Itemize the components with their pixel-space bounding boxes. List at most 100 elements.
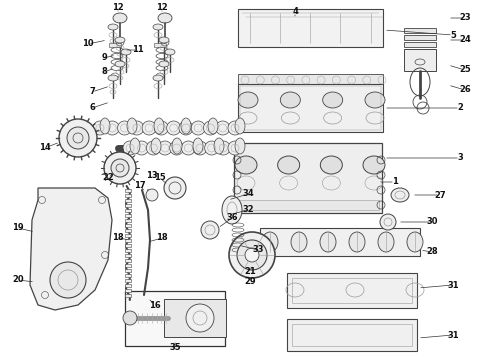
Ellipse shape: [135, 141, 148, 155]
Text: 5: 5: [450, 31, 456, 40]
Ellipse shape: [172, 138, 182, 154]
Text: 11: 11: [132, 45, 144, 54]
Text: 1: 1: [392, 177, 398, 186]
Ellipse shape: [280, 92, 300, 108]
Ellipse shape: [142, 121, 156, 135]
Ellipse shape: [214, 138, 224, 154]
Text: 23: 23: [459, 13, 471, 22]
Bar: [238, 74, 383, 86]
Ellipse shape: [164, 177, 186, 199]
Text: 12: 12: [112, 4, 124, 13]
Text: 8: 8: [101, 68, 107, 77]
Ellipse shape: [123, 141, 137, 155]
Text: 36: 36: [226, 213, 238, 222]
Ellipse shape: [93, 121, 107, 135]
Ellipse shape: [349, 232, 365, 252]
Bar: [125, 203, 131, 207]
Text: 7: 7: [89, 87, 95, 96]
Ellipse shape: [123, 311, 137, 325]
Ellipse shape: [127, 118, 137, 134]
Bar: [238, 9, 383, 47]
Bar: [404, 41, 436, 46]
Ellipse shape: [118, 121, 131, 135]
Ellipse shape: [216, 141, 230, 155]
Ellipse shape: [216, 121, 230, 135]
Text: 15: 15: [154, 174, 166, 183]
Text: 30: 30: [426, 217, 438, 226]
Text: 29: 29: [244, 278, 256, 287]
Ellipse shape: [222, 196, 242, 224]
Ellipse shape: [104, 152, 136, 184]
Text: 28: 28: [426, 248, 438, 256]
Ellipse shape: [154, 121, 169, 135]
Ellipse shape: [151, 138, 161, 154]
Ellipse shape: [59, 119, 97, 157]
Ellipse shape: [365, 92, 385, 108]
Ellipse shape: [115, 61, 125, 67]
Bar: [237, 200, 379, 210]
Ellipse shape: [291, 232, 307, 252]
Text: 9: 9: [101, 54, 107, 63]
Bar: [125, 194, 131, 197]
Ellipse shape: [181, 118, 191, 134]
Text: 16: 16: [149, 301, 161, 310]
Ellipse shape: [320, 156, 343, 174]
Text: 6: 6: [89, 104, 95, 112]
Ellipse shape: [228, 141, 242, 155]
Ellipse shape: [147, 141, 160, 155]
Bar: [125, 264, 131, 266]
Bar: [404, 49, 436, 71]
Bar: [125, 238, 131, 242]
Ellipse shape: [130, 121, 144, 135]
Bar: [287, 319, 417, 351]
Text: 10: 10: [82, 40, 94, 49]
Text: 19: 19: [12, 224, 24, 233]
Bar: [260, 228, 420, 256]
Ellipse shape: [262, 232, 278, 252]
Ellipse shape: [153, 75, 163, 81]
Text: 2: 2: [457, 104, 463, 112]
Text: 4: 4: [292, 8, 298, 17]
Bar: [125, 229, 131, 231]
Ellipse shape: [363, 156, 385, 174]
Ellipse shape: [158, 141, 172, 155]
Text: 18: 18: [112, 234, 124, 243]
Ellipse shape: [159, 37, 169, 43]
Ellipse shape: [278, 156, 300, 174]
Bar: [292, 324, 412, 346]
Ellipse shape: [201, 221, 219, 239]
Ellipse shape: [186, 304, 214, 332]
Ellipse shape: [121, 49, 131, 55]
Ellipse shape: [165, 49, 175, 55]
Text: 34: 34: [242, 189, 254, 198]
Bar: [287, 273, 417, 307]
Text: 18: 18: [156, 234, 168, 243]
Text: 12: 12: [156, 4, 168, 13]
Bar: [125, 234, 131, 237]
Bar: [125, 243, 131, 247]
Bar: [125, 279, 131, 282]
Text: 17: 17: [134, 180, 146, 189]
Bar: [125, 248, 131, 252]
Ellipse shape: [205, 141, 219, 155]
Bar: [125, 293, 131, 297]
Ellipse shape: [130, 138, 140, 154]
Bar: [125, 269, 131, 271]
Text: 33: 33: [252, 246, 264, 255]
Ellipse shape: [100, 118, 110, 134]
Ellipse shape: [203, 121, 218, 135]
Bar: [125, 198, 131, 202]
Bar: [234, 143, 382, 213]
Bar: [125, 288, 131, 292]
Ellipse shape: [320, 232, 336, 252]
Bar: [125, 284, 131, 287]
Ellipse shape: [154, 118, 164, 134]
Text: 35: 35: [169, 343, 181, 352]
Bar: [125, 258, 131, 261]
Ellipse shape: [159, 61, 169, 67]
Ellipse shape: [407, 232, 423, 252]
Ellipse shape: [238, 92, 258, 108]
Ellipse shape: [115, 37, 125, 43]
Text: 21: 21: [244, 267, 256, 276]
Bar: [125, 253, 131, 256]
